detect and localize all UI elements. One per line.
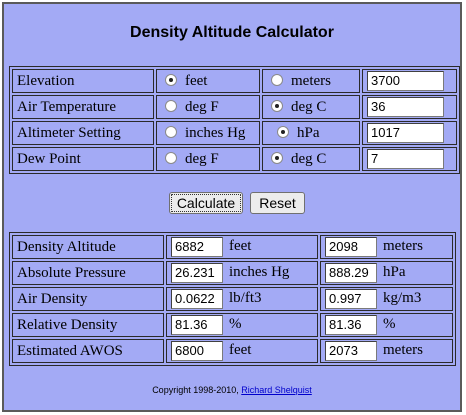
density-altitude-meters-unit: meters — [383, 238, 423, 255]
page-title: Density Altitude Calculator — [130, 24, 334, 41]
air-temp-degf-option[interactable]: deg F — [156, 95, 260, 119]
estimated-awos-feet-value[interactable]: 6800 — [171, 341, 223, 361]
relative-density-row: Relative Density 81.36% 81.36% — [12, 313, 453, 337]
elevation-meters-option[interactable]: meters — [262, 69, 360, 93]
dew-point-input[interactable]: 7 — [367, 149, 444, 169]
relative-density-unit-1: % — [229, 316, 242, 333]
density-altitude-meters-value[interactable]: 2098 — [325, 237, 377, 257]
altimeter-inhg-label: inches Hg — [185, 124, 246, 141]
absolute-pressure-inhg-unit: inches Hg — [229, 264, 290, 281]
dew-point-row: Dew Point deg F deg C 7 — [12, 147, 457, 171]
air-temp-degf-label: deg F — [185, 98, 219, 115]
dew-point-degf-radio[interactable] — [165, 151, 177, 164]
footer: Copyright 1998-2010, Richard Shelquist — [4, 385, 460, 395]
altimeter-hpa-label: hPa — [297, 124, 320, 141]
density-altitude-feet-value[interactable]: 6882 — [171, 237, 223, 257]
altimeter-inhg-radio[interactable] — [165, 125, 177, 138]
elevation-feet-radio[interactable] — [165, 73, 177, 86]
density-altitude-label: Density Altitude — [12, 235, 164, 259]
dew-point-degf-label: deg F — [185, 150, 219, 167]
altimeter-setting-label: Altimeter Setting — [12, 121, 154, 145]
relative-density-value-2[interactable]: 81.36 — [325, 315, 377, 335]
air-temp-degc-label: deg C — [291, 98, 327, 115]
air-temp-degc-option[interactable]: deg C — [262, 95, 360, 119]
absolute-pressure-row: Absolute Pressure 26.231 inches Hg 888.29… — [12, 261, 453, 285]
altimeter-hpa-option[interactable]: hPa — [262, 121, 360, 145]
altimeter-inhg-option[interactable]: inches Hg — [156, 121, 260, 145]
elevation-meters-label: meters — [291, 72, 331, 89]
elevation-label: Elevation — [12, 69, 154, 93]
author-link[interactable]: Richard Shelquist — [241, 385, 312, 395]
estimated-awos-label: Estimated AWOS — [12, 339, 164, 363]
air-density-imperial-value[interactable]: 0.0622 — [171, 289, 223, 309]
relative-density-unit-2: % — [383, 316, 396, 333]
calculate-button[interactable]: Calculate — [169, 192, 243, 214]
air-temp-degf-radio[interactable] — [165, 99, 177, 112]
air-density-metric-unit: kg/m3 — [383, 290, 422, 307]
elevation-feet-label: feet — [185, 72, 208, 89]
absolute-pressure-inhg-value[interactable]: 26.231 — [171, 263, 223, 283]
output-table: Density Altitude 6882 feet 2098 meters Abs… — [9, 232, 456, 366]
dew-point-degf-option[interactable]: deg F — [156, 147, 260, 171]
relative-density-value-1[interactable]: 81.36 — [171, 315, 223, 335]
density-altitude-feet-unit: feet — [229, 238, 252, 255]
air-density-row: Air Density 0.0622 lb/ft3 0.997 kg/m3 — [12, 287, 453, 311]
dew-point-label: Dew Point — [12, 147, 154, 171]
elevation-feet-option[interactable]: feet — [156, 69, 260, 93]
air-density-metric-value[interactable]: 0.997 — [325, 289, 377, 309]
elevation-input[interactable]: 3700 — [367, 71, 444, 91]
estimated-awos-meters-unit: meters — [383, 342, 423, 359]
air-density-imperial-unit: lb/ft3 — [229, 290, 262, 307]
air-temp-degc-radio[interactable] — [271, 99, 283, 112]
absolute-pressure-hpa-value[interactable]: 888.29 — [325, 263, 377, 283]
dew-point-degc-radio[interactable] — [271, 151, 283, 164]
estimated-awos-feet-unit: feet — [229, 342, 252, 359]
elevation-meters-radio[interactable] — [271, 73, 283, 86]
reset-button[interactable]: Reset — [250, 192, 305, 214]
calculator-panel: Density Altitude Calculator Elevation fe… — [2, 2, 462, 412]
elevation-row: Elevation feet meters 3700 — [12, 69, 457, 93]
altimeter-setting-row: Altimeter Setting inches Hg hPa 1017 — [12, 121, 457, 145]
air-temperature-label: Air Temperature — [12, 95, 154, 119]
dew-point-degc-option[interactable]: deg C — [262, 147, 360, 171]
absolute-pressure-label: Absolute Pressure — [12, 261, 164, 285]
density-altitude-row: Density Altitude 6882 feet 2098 meters — [12, 235, 453, 259]
altimeter-hpa-radio[interactable] — [277, 125, 289, 138]
estimated-awos-row: Estimated AWOS 6800 feet 2073 meters — [12, 339, 453, 363]
relative-density-label: Relative Density — [12, 313, 164, 337]
absolute-pressure-hpa-unit: hPa — [383, 264, 406, 281]
input-table: Elevation feet meters 3700 Air Temperatu… — [9, 66, 460, 174]
copyright-text: Copyright 1998-2010, — [152, 385, 242, 395]
altimeter-setting-input[interactable]: 1017 — [367, 123, 444, 143]
air-density-label: Air Density — [12, 287, 164, 311]
air-temperature-row: Air Temperature deg F deg C 36 — [12, 95, 457, 119]
air-temperature-input[interactable]: 36 — [367, 97, 444, 117]
estimated-awos-meters-value[interactable]: 2073 — [325, 341, 377, 361]
dew-point-degc-label: deg C — [291, 150, 327, 167]
